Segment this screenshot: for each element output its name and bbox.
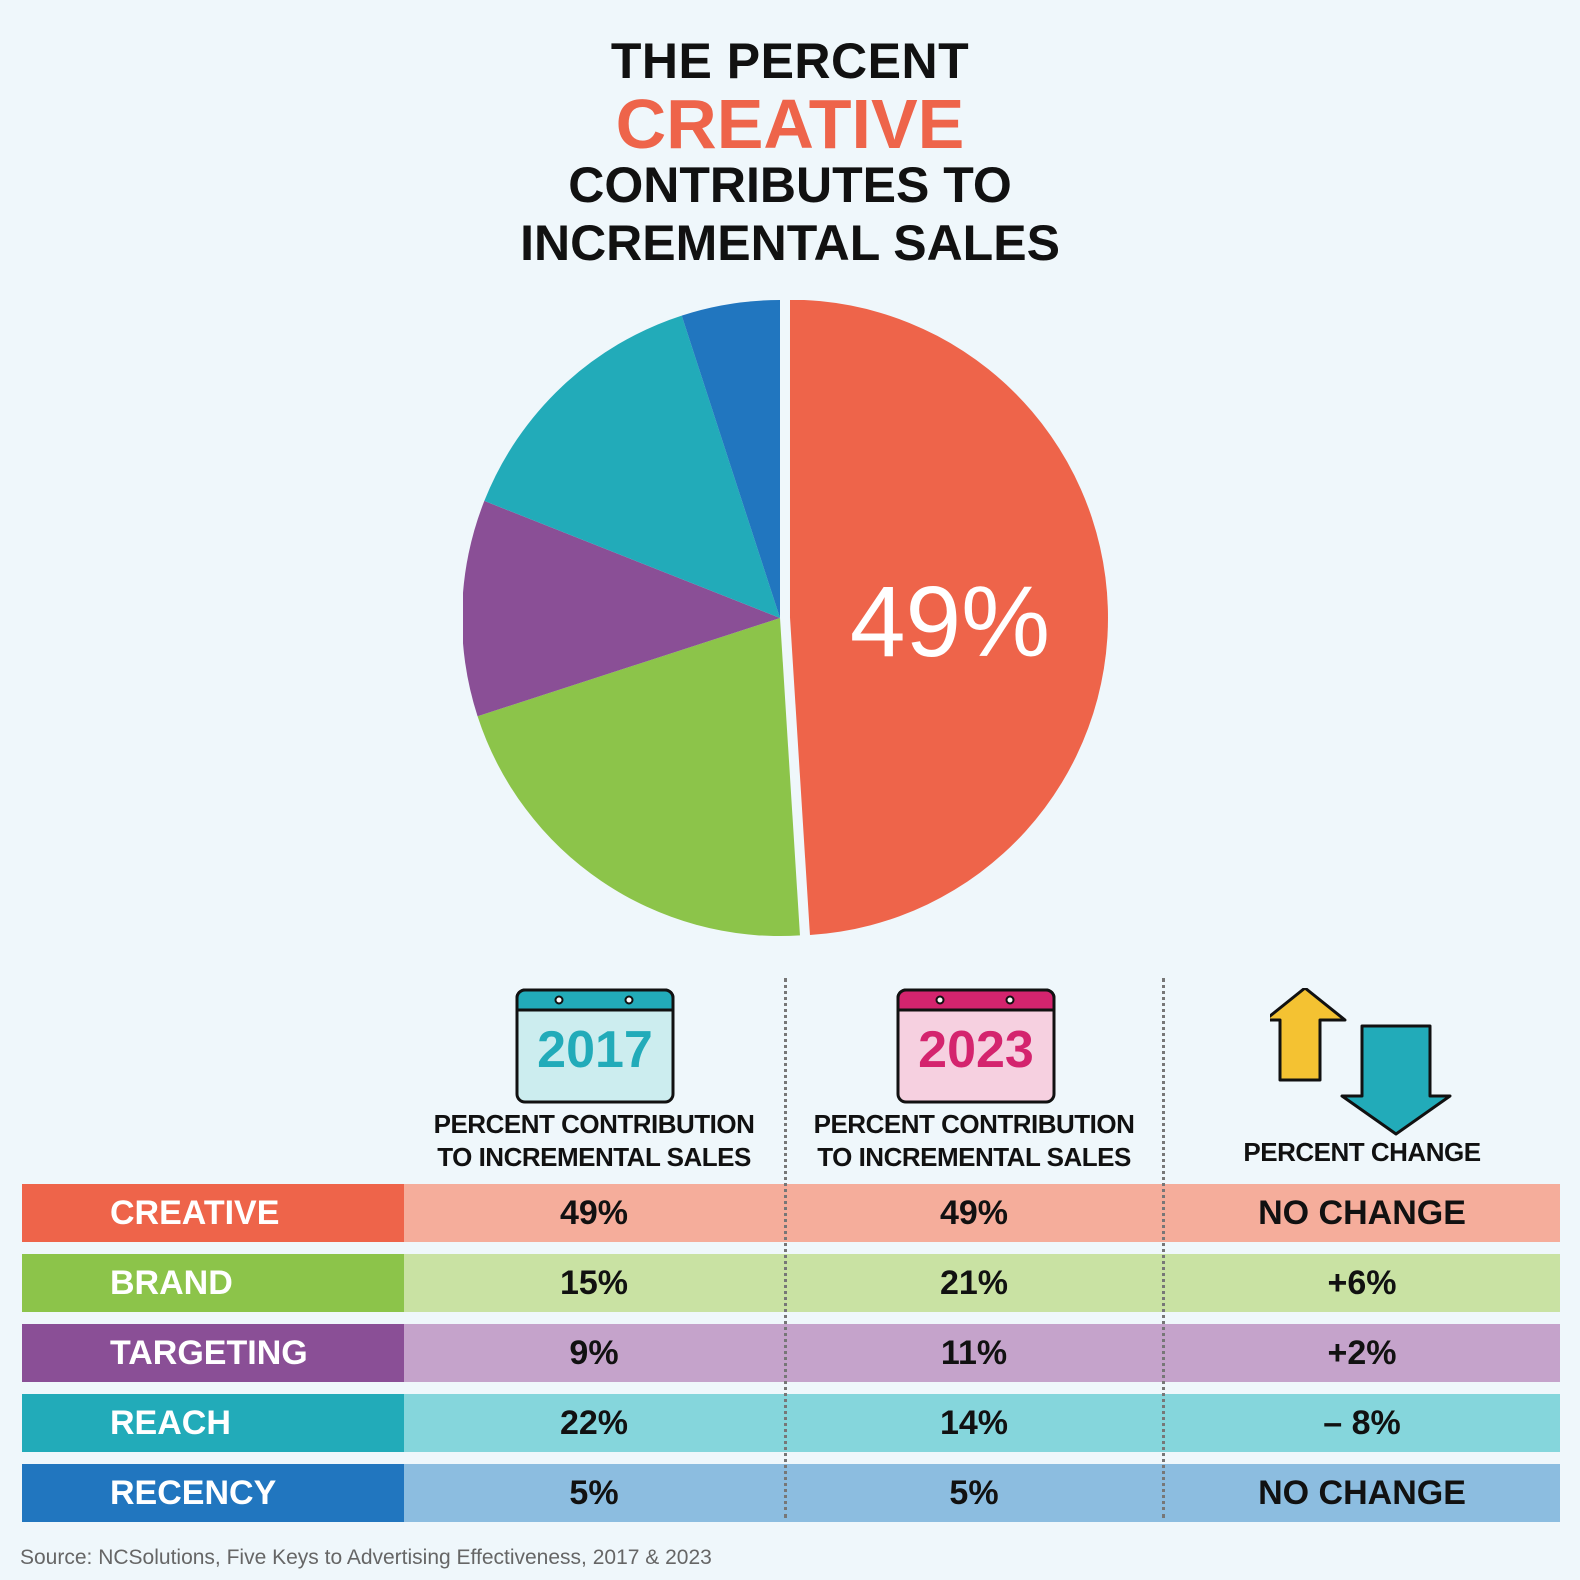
row-label: REACH: [110, 1404, 231, 1442]
table-row: REACH 22% 14% – 8%: [22, 1394, 1560, 1452]
col-2017-header: PERCENT CONTRIBUTION TO INCREMENTAL SALE…: [404, 1108, 784, 1174]
row-label-cell: BRAND: [22, 1254, 404, 1312]
row-band: [404, 1464, 1560, 1522]
value-2023: 5%: [949, 1474, 999, 1512]
row-band: [404, 1394, 1560, 1452]
percent-change: NO CHANGE: [1258, 1474, 1466, 1512]
pie-data-label: 49%: [850, 566, 1050, 678]
col-2023-header-line-2: TO INCREMENTAL SALES: [817, 1142, 1131, 1172]
calendar-2023-icon: 2023: [896, 988, 1056, 1106]
col-change-header: PERCENT CHANGE: [1243, 1137, 1481, 1167]
percent-change: – 8%: [1323, 1404, 1401, 1442]
row-label-cell: REACH: [22, 1394, 404, 1452]
pie-slice-targeting: [463, 500, 780, 717]
calendar-2017-icon: 2017: [515, 988, 675, 1106]
col-2017-header-line-1: PERCENT CONTRIBUTION: [433, 1109, 755, 1139]
value-2017: 5%: [569, 1474, 619, 1512]
column-divider: [1162, 978, 1165, 1518]
table-row: CREATIVE 49% 49% NO CHANGE: [22, 1184, 1560, 1242]
percent-change: +6%: [1327, 1264, 1397, 1302]
value-2023: 49%: [939, 1194, 1009, 1232]
row-band: [404, 1184, 1560, 1242]
value-2023: 21%: [939, 1264, 1009, 1302]
value-2017: 22%: [559, 1404, 629, 1442]
percent-change: +2%: [1327, 1334, 1397, 1372]
pie-slice-creative: [789, 300, 1108, 936]
row-label-cell: TARGETING: [22, 1324, 404, 1382]
table-row: BRAND 15% 21% +6%: [22, 1254, 1560, 1312]
pie-slice-brand: [477, 618, 800, 936]
title-line-1: THE PERCENT: [610, 33, 970, 89]
value-2017: 15%: [559, 1264, 629, 1302]
row-label: BRAND: [110, 1264, 233, 1302]
value-2023: 11%: [940, 1334, 1008, 1372]
value-2017: 49%: [559, 1194, 629, 1232]
table-row: RECENCY 5% 5% NO CHANGE: [22, 1464, 1560, 1522]
pie-chart: 49%: [463, 300, 1108, 936]
pie-slice-reach: [484, 315, 780, 618]
row-band: [404, 1324, 1560, 1382]
column-divider: [784, 978, 787, 1518]
percent-change: NO CHANGE: [1258, 1194, 1466, 1232]
row-label: RECENCY: [110, 1474, 277, 1512]
table-row: TARGETING 9% 11% +2%: [22, 1324, 1560, 1382]
col-2023-header: PERCENT CONTRIBUTION TO INCREMENTAL SALE…: [784, 1108, 1164, 1174]
up-down-arrows-icon: [1270, 988, 1452, 1136]
col-2017-header-line-2: TO INCREMENTAL SALES: [437, 1142, 751, 1172]
row-band: [404, 1254, 1560, 1312]
row-label-cell: RECENCY: [22, 1464, 404, 1522]
col-2023-header-line-1: PERCENT CONTRIBUTION: [813, 1109, 1135, 1139]
title-line-3: CONTRIBUTES TO: [568, 157, 1012, 213]
pie-slice-recency: [681, 300, 780, 618]
value-2017: 9%: [569, 1334, 619, 1372]
year-2017: 2017: [537, 1021, 653, 1079]
title-highlight: CREATIVE: [615, 85, 965, 163]
row-label-cell: CREATIVE: [22, 1184, 404, 1242]
title-line-4: INCREMENTAL SALES: [520, 215, 1060, 271]
year-2023: 2023: [918, 1021, 1034, 1079]
row-label: TARGETING: [110, 1334, 308, 1372]
source-note: Source: NCSolutions, Five Keys to Advert…: [20, 1546, 712, 1569]
value-2023: 14%: [939, 1404, 1009, 1442]
row-label: CREATIVE: [110, 1194, 280, 1232]
